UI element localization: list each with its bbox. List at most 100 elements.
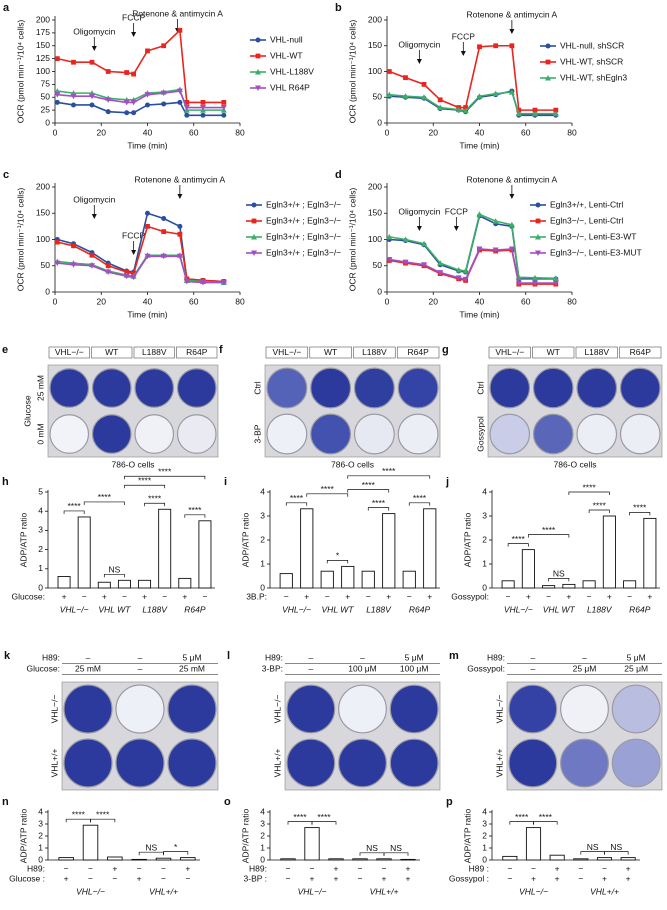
x-tick-label: 0 (53, 127, 58, 137)
data-point (54, 99, 60, 105)
significance-label: **** (539, 812, 553, 822)
data-point (462, 276, 469, 283)
panel-letter: b (335, 2, 342, 14)
bar (58, 857, 74, 861)
row-sign: − (407, 591, 412, 601)
x-tick-label: 0 (53, 296, 58, 306)
data-point (492, 218, 499, 224)
annotation: Oligomycin (398, 206, 440, 216)
significance-label: **** (68, 501, 82, 511)
data-point (200, 112, 206, 118)
bar (382, 513, 396, 589)
row-sign: + (566, 591, 571, 601)
bar (304, 827, 320, 861)
y-tick-label: 175 (36, 27, 50, 37)
legend-marker (251, 250, 257, 256)
y-tick-label: 150 (36, 208, 50, 218)
y-tick-label: 0 (45, 117, 50, 127)
header-cell: – (360, 652, 365, 662)
well (611, 684, 661, 734)
data-point (183, 105, 190, 111)
column-header-box (91, 346, 133, 359)
group-label: VHL−/− (282, 604, 311, 614)
data-point (161, 216, 167, 221)
well (115, 684, 165, 734)
well (115, 738, 165, 788)
significance-label: **** (290, 493, 304, 503)
row-sign: − (366, 591, 371, 601)
data-point (477, 44, 482, 50)
row-sign: − (137, 863, 142, 873)
y-tick-label: 4 (482, 486, 487, 496)
row-sign: − (325, 591, 330, 601)
bar (423, 508, 437, 589)
well (560, 684, 609, 734)
significance-label: **** (413, 493, 427, 503)
annotation: FCCP (452, 31, 475, 41)
series-line (389, 44, 556, 111)
x-axis-label: Time (min) (127, 140, 167, 150)
header-cell: 5 μM (182, 652, 201, 662)
significance-bracket (65, 818, 91, 823)
bar (77, 516, 91, 589)
panel-letter: d (335, 169, 342, 181)
significance-bracket (408, 502, 431, 506)
well (286, 684, 336, 734)
panel-letter: c (3, 169, 9, 181)
legend-marker (251, 218, 257, 224)
header-cell: – (86, 652, 91, 662)
data-point (71, 243, 76, 249)
row-sign: − (531, 863, 536, 873)
data-point (177, 27, 183, 33)
x-tick-label: 80 (567, 127, 577, 137)
legend-label: VHL-WT, shEgln3 (560, 72, 627, 82)
data-point (552, 275, 559, 281)
y-tick-label: 100 (36, 66, 50, 76)
data-point (437, 270, 444, 276)
row-sign: − (202, 591, 207, 601)
significance-bracket (124, 475, 206, 480)
row-sign: − (64, 863, 69, 873)
panel-letter: a (3, 2, 10, 14)
legend-marker (545, 75, 551, 81)
row-label: Ctrl (252, 381, 262, 394)
group-label: VHL+/+ (370, 886, 399, 896)
significance-label: **** (362, 480, 376, 490)
caption: 786-O cells (112, 459, 155, 469)
data-point (532, 280, 538, 287)
bar (328, 858, 344, 861)
data-point (493, 43, 499, 49)
header-cell: – (582, 652, 587, 662)
row-sign: + (602, 873, 607, 883)
x-tick-label: 60 (521, 296, 531, 306)
legend-marker (545, 59, 551, 65)
x-tick-label: 20 (97, 127, 107, 137)
significance-label: **** (633, 503, 647, 513)
data-point (200, 280, 206, 286)
y-tick-label: 3 (260, 818, 265, 828)
data-point (161, 43, 167, 49)
header-row-label: 3-BP: (262, 663, 283, 673)
data-point (386, 69, 392, 74)
data-point (123, 99, 130, 106)
significance-bracket (629, 512, 651, 516)
significance-label: NS (587, 842, 599, 852)
annotation: FCCP (122, 12, 145, 22)
row-sign: − (507, 863, 512, 873)
group-label: VHL WT (98, 604, 131, 614)
annotation-arrowhead (460, 51, 466, 56)
y-tick-label: 1 (260, 842, 265, 852)
y-tick-label: 0 (260, 582, 265, 592)
y-tick-label: 1 (38, 842, 43, 852)
data-point (177, 99, 183, 105)
bar (542, 585, 556, 589)
data-point (437, 104, 444, 111)
row-sign: + (526, 591, 531, 601)
group-label: R64P (409, 604, 431, 614)
significance-label: * (336, 551, 340, 561)
panel-letter: l (227, 650, 230, 662)
column-header: L188V (362, 347, 387, 357)
data-point (70, 93, 77, 100)
x-tick-label: 80 (567, 296, 577, 306)
bar (643, 517, 657, 589)
